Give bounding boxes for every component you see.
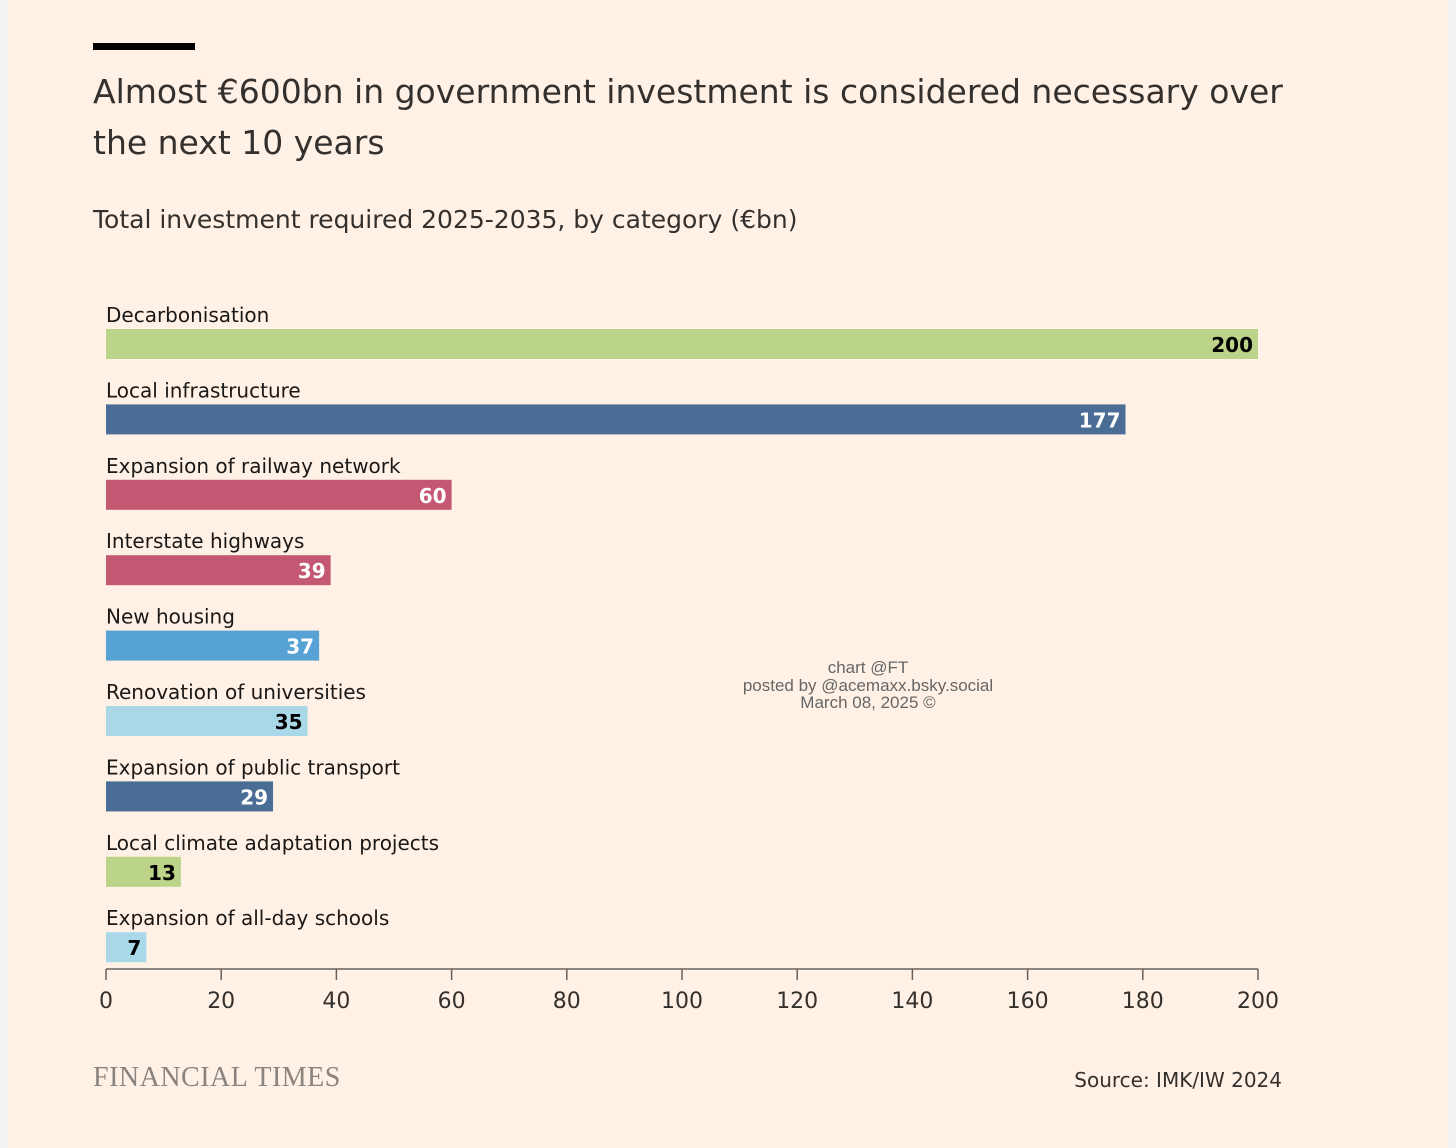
category-label-renovation-of-universities: Renovation of universities (106, 680, 366, 704)
x-tick-label-200: 200 (1237, 989, 1279, 1014)
bar-local-infrastructure (106, 404, 1126, 435)
category-label-local-climate-adaptation-projects: Local climate adaptation projects (106, 831, 439, 855)
value-label-decarbonisation: 200 (1211, 333, 1253, 357)
category-label-local-infrastructure: Local infrastructure (106, 378, 301, 402)
chart-title: Almost €600bn in government investment i… (93, 72, 1283, 162)
value-label-expansion-of-railway-network: 60 (419, 484, 447, 508)
category-label-expansion-of-public-transport: Expansion of public transport (106, 755, 400, 779)
x-tick-label-100: 100 (661, 989, 703, 1014)
x-tick-label-120: 120 (776, 989, 818, 1014)
value-label-local-infrastructure: 177 (1079, 408, 1121, 432)
category-label-expansion-of-railway-network: Expansion of railway network (106, 454, 401, 478)
bar-renovation-of-universities (106, 706, 308, 736)
bar-interstate-highways (106, 555, 331, 586)
bar-local-climate-adaptation-projects (106, 856, 181, 887)
financial-times-logo: FINANCIAL TIMES (93, 1062, 341, 1093)
watermark-line-2: posted by @acemaxx.bsky.social (742, 675, 994, 695)
bar-expansion-of-all-day-schools (106, 932, 147, 963)
value-label-interstate-highways: 39 (298, 559, 326, 583)
watermark: chart @FT posted by @acemaxx.bsky.social… (700, 659, 1036, 712)
value-label-expansion-of-all-day-schools: 7 (127, 936, 141, 960)
x-tick-label-60: 60 (438, 989, 466, 1014)
value-label-expansion-of-public-transport: 29 (240, 785, 268, 809)
value-label-renovation-of-universities: 35 (275, 710, 303, 734)
bar-expansion-of-railway-network (106, 479, 452, 510)
x-tick-label-160: 160 (1007, 989, 1049, 1014)
category-label-expansion-of-all-day-schools: Expansion of all-day schools (106, 906, 389, 930)
x-tick-label-180: 180 (1122, 989, 1164, 1014)
watermark-line-1: chart @FT (827, 658, 909, 677)
bar-decarbonisation (106, 329, 1258, 359)
value-label-new-housing: 37 (286, 635, 314, 659)
category-label-decarbonisation: Decarbonisation (106, 303, 269, 327)
x-tick-label-0: 0 (99, 989, 113, 1014)
bar-new-housing (106, 630, 320, 661)
bar-expansion-of-public-transport (106, 781, 274, 812)
x-tick-label-80: 80 (553, 989, 581, 1014)
title-rule (93, 43, 195, 50)
x-tick-label-20: 20 (207, 989, 235, 1014)
category-label-interstate-highways: Interstate highways (106, 529, 304, 553)
chart-subtitle: Total investment required 2025-2035, by … (93, 205, 798, 234)
source-note: Source: IMK/IW 2024 (1074, 1068, 1282, 1092)
value-label-local-climate-adaptation-projects: 13 (148, 861, 176, 885)
x-tick-label-140: 140 (891, 989, 933, 1014)
watermark-line-3: March 08, 2025 © (800, 693, 936, 712)
x-tick-label-40: 40 (322, 989, 350, 1014)
category-label-new-housing: New housing (106, 605, 235, 629)
